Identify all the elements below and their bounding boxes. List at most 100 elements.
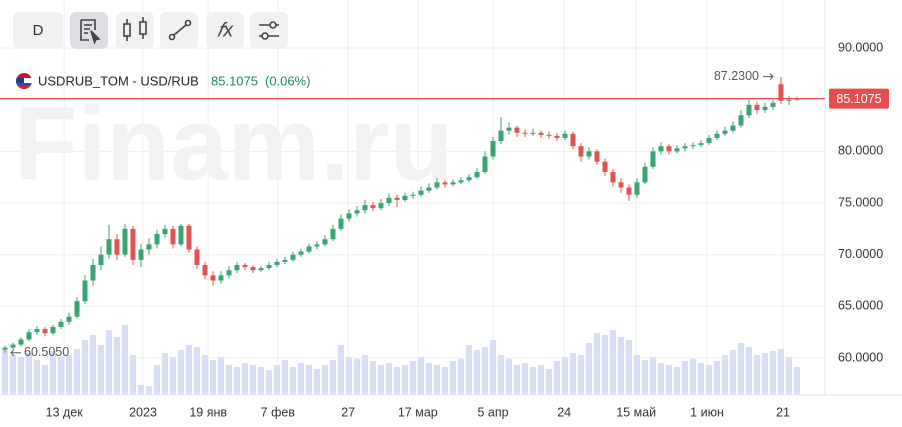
last-price-box bbox=[829, 88, 889, 109]
settings-icon bbox=[259, 21, 279, 40]
x-tick-label: 2023 bbox=[129, 405, 157, 419]
volume-bar bbox=[34, 360, 40, 395]
y-tick-label: 65.0000 bbox=[838, 299, 883, 313]
y-tick-label: 90.0000 bbox=[838, 40, 883, 54]
candle-body bbox=[322, 239, 328, 245]
candle-body bbox=[490, 141, 496, 157]
candle-body bbox=[714, 133, 720, 138]
volume-bar bbox=[18, 357, 24, 395]
candle-body bbox=[514, 127, 520, 133]
candle-body bbox=[706, 137, 712, 144]
x-tick-label: 15 май bbox=[616, 405, 656, 419]
template-button[interactable] bbox=[70, 12, 108, 49]
candle-body bbox=[178, 225, 184, 245]
candle-body bbox=[362, 205, 368, 211]
candle-body bbox=[250, 267, 256, 271]
candle-body bbox=[538, 132, 544, 135]
volume-bar bbox=[706, 365, 712, 395]
volume-bar bbox=[338, 345, 344, 395]
x-tick-label: 5 апр bbox=[477, 405, 508, 419]
volume-bar bbox=[218, 357, 224, 395]
candle-body bbox=[634, 182, 640, 195]
candle-body bbox=[298, 251, 304, 255]
interval-button[interactable] bbox=[13, 12, 63, 49]
candle-body bbox=[114, 239, 120, 255]
volume-bar bbox=[314, 369, 320, 395]
volume-bar bbox=[754, 355, 760, 395]
candle-body bbox=[418, 190, 424, 195]
candle-body bbox=[18, 339, 24, 345]
candle-body bbox=[354, 210, 360, 214]
candle-body bbox=[530, 132, 536, 134]
candle-body bbox=[682, 146, 688, 149]
candle-body bbox=[370, 205, 376, 209]
volume-bar bbox=[746, 347, 752, 395]
volume-bar bbox=[738, 343, 744, 395]
volume-bar bbox=[146, 386, 152, 395]
volume-bar bbox=[514, 365, 520, 395]
candle-body bbox=[106, 239, 112, 255]
volume-bar bbox=[642, 360, 648, 395]
last-price: 85.1075 bbox=[211, 73, 258, 88]
candle-body bbox=[2, 347, 8, 350]
y-tick-label: 80.0000 bbox=[838, 144, 883, 158]
volume-bar bbox=[530, 367, 536, 395]
candle-body bbox=[154, 234, 160, 245]
volume-bar bbox=[362, 355, 368, 395]
volume-bar bbox=[90, 335, 96, 395]
candle-body bbox=[562, 133, 568, 138]
candle-body bbox=[762, 106, 768, 111]
volume-bar bbox=[770, 351, 776, 395]
candle-body bbox=[778, 84, 784, 101]
volume-bar bbox=[234, 367, 240, 395]
volume-bar bbox=[274, 365, 280, 395]
volume-bar bbox=[26, 353, 32, 395]
volume-bar bbox=[418, 357, 424, 395]
candle-body bbox=[290, 254, 296, 260]
draw-icon bbox=[168, 19, 192, 41]
volume-bar bbox=[562, 357, 568, 395]
candle-body bbox=[642, 166, 648, 183]
candle-body bbox=[434, 182, 440, 188]
volume-bar bbox=[658, 363, 664, 395]
chart-type-button[interactable] bbox=[116, 12, 154, 49]
volume-bar bbox=[730, 350, 736, 395]
watermark: Finam.ru bbox=[14, 86, 453, 202]
candle-body bbox=[626, 187, 632, 195]
volume-bar bbox=[666, 365, 672, 395]
candle-body bbox=[410, 194, 416, 196]
grid bbox=[0, 0, 825, 395]
volume-bar bbox=[474, 350, 480, 395]
symbol: USDRUB_TOM - USD/RUB bbox=[38, 73, 199, 88]
indicator-button[interactable] bbox=[206, 12, 244, 49]
y-tick-label: 75.0000 bbox=[838, 195, 883, 209]
x-tick-label: 17 мар bbox=[398, 405, 438, 419]
candle-body bbox=[306, 246, 312, 252]
volume-bar bbox=[282, 360, 288, 395]
candle-body bbox=[282, 259, 288, 262]
settings-button[interactable] bbox=[250, 12, 288, 49]
volume-bar bbox=[522, 363, 528, 395]
volume-bar bbox=[586, 343, 592, 395]
candle-body bbox=[578, 146, 584, 157]
volume-bar bbox=[130, 355, 136, 395]
candle-body bbox=[274, 261, 280, 266]
volume-bar bbox=[506, 359, 512, 395]
candle-body bbox=[50, 327, 56, 334]
volume-bar bbox=[722, 355, 728, 395]
volume-bar bbox=[482, 347, 488, 395]
candle-body bbox=[394, 197, 400, 200]
volume-bar bbox=[578, 355, 584, 395]
volume-bar bbox=[610, 330, 616, 395]
x-tick-label: 1 июн bbox=[690, 405, 724, 419]
volume-bar bbox=[10, 355, 16, 395]
candle-body bbox=[90, 265, 96, 281]
candle-body bbox=[210, 275, 216, 281]
candle-body bbox=[474, 172, 480, 178]
volume-bar bbox=[242, 363, 248, 395]
candle-body bbox=[754, 104, 760, 111]
volume-bar bbox=[626, 340, 632, 395]
volume-bar bbox=[330, 360, 336, 395]
candle-body bbox=[138, 249, 144, 260]
